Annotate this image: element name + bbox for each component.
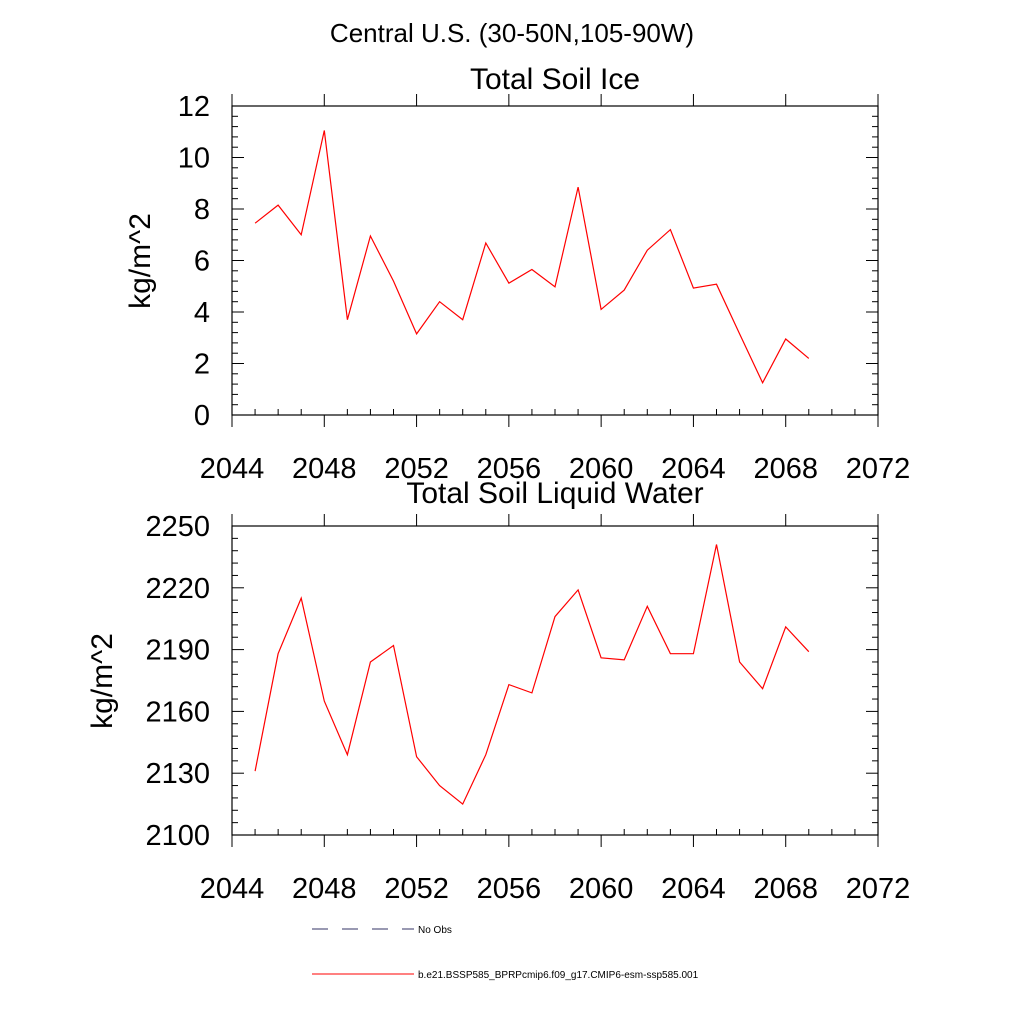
x-tick-label: 2056 — [477, 453, 542, 485]
x-tick-label: 2072 — [846, 453, 911, 485]
data-series — [254, 544, 810, 806]
series-line — [254, 130, 810, 385]
x-tick-label: 2068 — [753, 453, 818, 485]
axis-ticks: 2044 2048 2052 2056 2060 2064 2068 2072 0 2 4 6 8 10 1… — [178, 91, 911, 485]
x-tick-label: 2064 — [661, 453, 726, 485]
y-tick-label: 2130 — [145, 758, 210, 790]
legend-label: b.e21.BSSP585_BPRPcmip6.f09_g17.CMIP6-es… — [418, 970, 699, 981]
x-tick-label: 2064 — [661, 873, 726, 905]
y-tick-label: 2 — [194, 349, 210, 381]
y-tick-label: 2100 — [145, 820, 210, 852]
plot-frame — [231, 105, 879, 416]
figure-main-title: Central U.S. (30-50N,105-90W) — [330, 18, 694, 48]
x-tick-label: 2052 — [384, 453, 449, 485]
legend: No Obs b.e21.BSSP585_BPRPcmip6.f09_g17.C… — [312, 925, 699, 981]
chart-title: Total Soil Liquid Water — [406, 477, 703, 510]
axis-ticks: 2044 2048 2052 2056 2060 2064 2068 2072 2100 2130… — [145, 511, 910, 905]
y-axis-label: kg/m^2 — [86, 633, 119, 729]
y-tick-label: 2250 — [145, 511, 210, 543]
y-tick-label: 2160 — [145, 696, 210, 728]
x-tick-label: 2068 — [753, 873, 818, 905]
y-tick-label: 8 — [194, 194, 210, 226]
x-tick-label: 2044 — [200, 453, 265, 485]
y-tick-label: 12 — [178, 91, 210, 123]
y-tick-label: 6 — [194, 246, 210, 278]
plot-frame — [231, 525, 879, 836]
legend-entry-model-run: b.e21.BSSP585_BPRPcmip6.f09_g17.CMIP6-es… — [312, 970, 699, 981]
chart-panel-soil-liquid-water: Total Soil Liquid Water kg/m^2 2044 2048 2… — [86, 477, 910, 905]
x-tick-label: 2060 — [569, 873, 634, 905]
y-tick-label: 0 — [194, 400, 210, 432]
chart-panel-soil-ice: Total Soil Ice kg/m^2 2044 2048 2052 2056 20… — [124, 63, 910, 485]
x-tick-label: 2060 — [569, 453, 634, 485]
chart-title: Total Soil Ice — [470, 63, 640, 96]
y-tick-label: 4 — [194, 297, 210, 329]
y-axis-label: kg/m^2 — [124, 213, 157, 309]
x-tick-label: 2052 — [384, 873, 449, 905]
series-line — [254, 544, 810, 806]
y-tick-label: 10 — [178, 143, 210, 175]
x-tick-label: 2056 — [477, 873, 542, 905]
data-series — [254, 130, 810, 385]
x-tick-label: 2072 — [846, 873, 911, 905]
x-tick-label: 2044 — [200, 873, 265, 905]
legend-label: No Obs — [418, 925, 452, 936]
y-tick-label: 2190 — [145, 635, 210, 667]
x-tick-label: 2048 — [292, 873, 357, 905]
x-tick-label: 2048 — [292, 453, 357, 485]
legend-entry-no-obs: No Obs — [312, 925, 452, 936]
y-tick-label: 2220 — [145, 573, 210, 605]
